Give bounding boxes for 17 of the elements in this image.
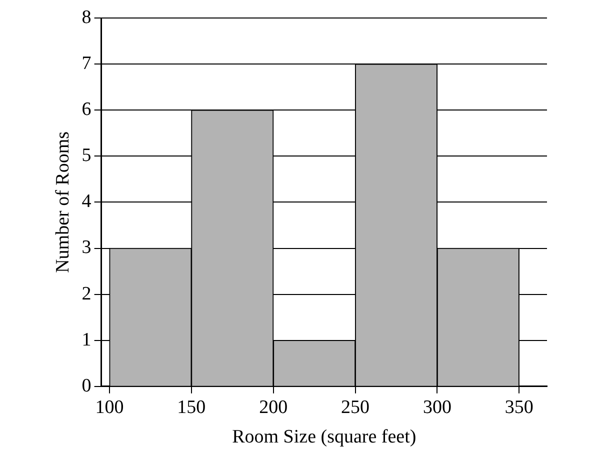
y-tick-label: 7 [82, 53, 92, 74]
y-tick-label: 4 [82, 191, 92, 212]
x-tick-label: 150 [177, 396, 206, 418]
y-tick-label: 2 [82, 283, 92, 304]
x-axis-title: Room Size (square feet) [232, 426, 416, 448]
x-tick-label: 100 [95, 396, 124, 418]
x-tick-label: 200 [259, 396, 288, 418]
y-tick-label: 3 [82, 237, 92, 258]
y-axis-title: Number of Rooms [52, 131, 74, 273]
y-tick-label: 5 [82, 145, 92, 166]
y-tick-label: 0 [82, 375, 92, 396]
x-tick-label: 300 [422, 396, 452, 418]
y-tick-label: 1 [82, 329, 92, 350]
y-tick-label: 8 [82, 6, 92, 28]
x-tick-label: 250 [341, 396, 370, 418]
x-tick-label: 350 [504, 396, 534, 418]
y-tick-label: 6 [82, 99, 92, 120]
